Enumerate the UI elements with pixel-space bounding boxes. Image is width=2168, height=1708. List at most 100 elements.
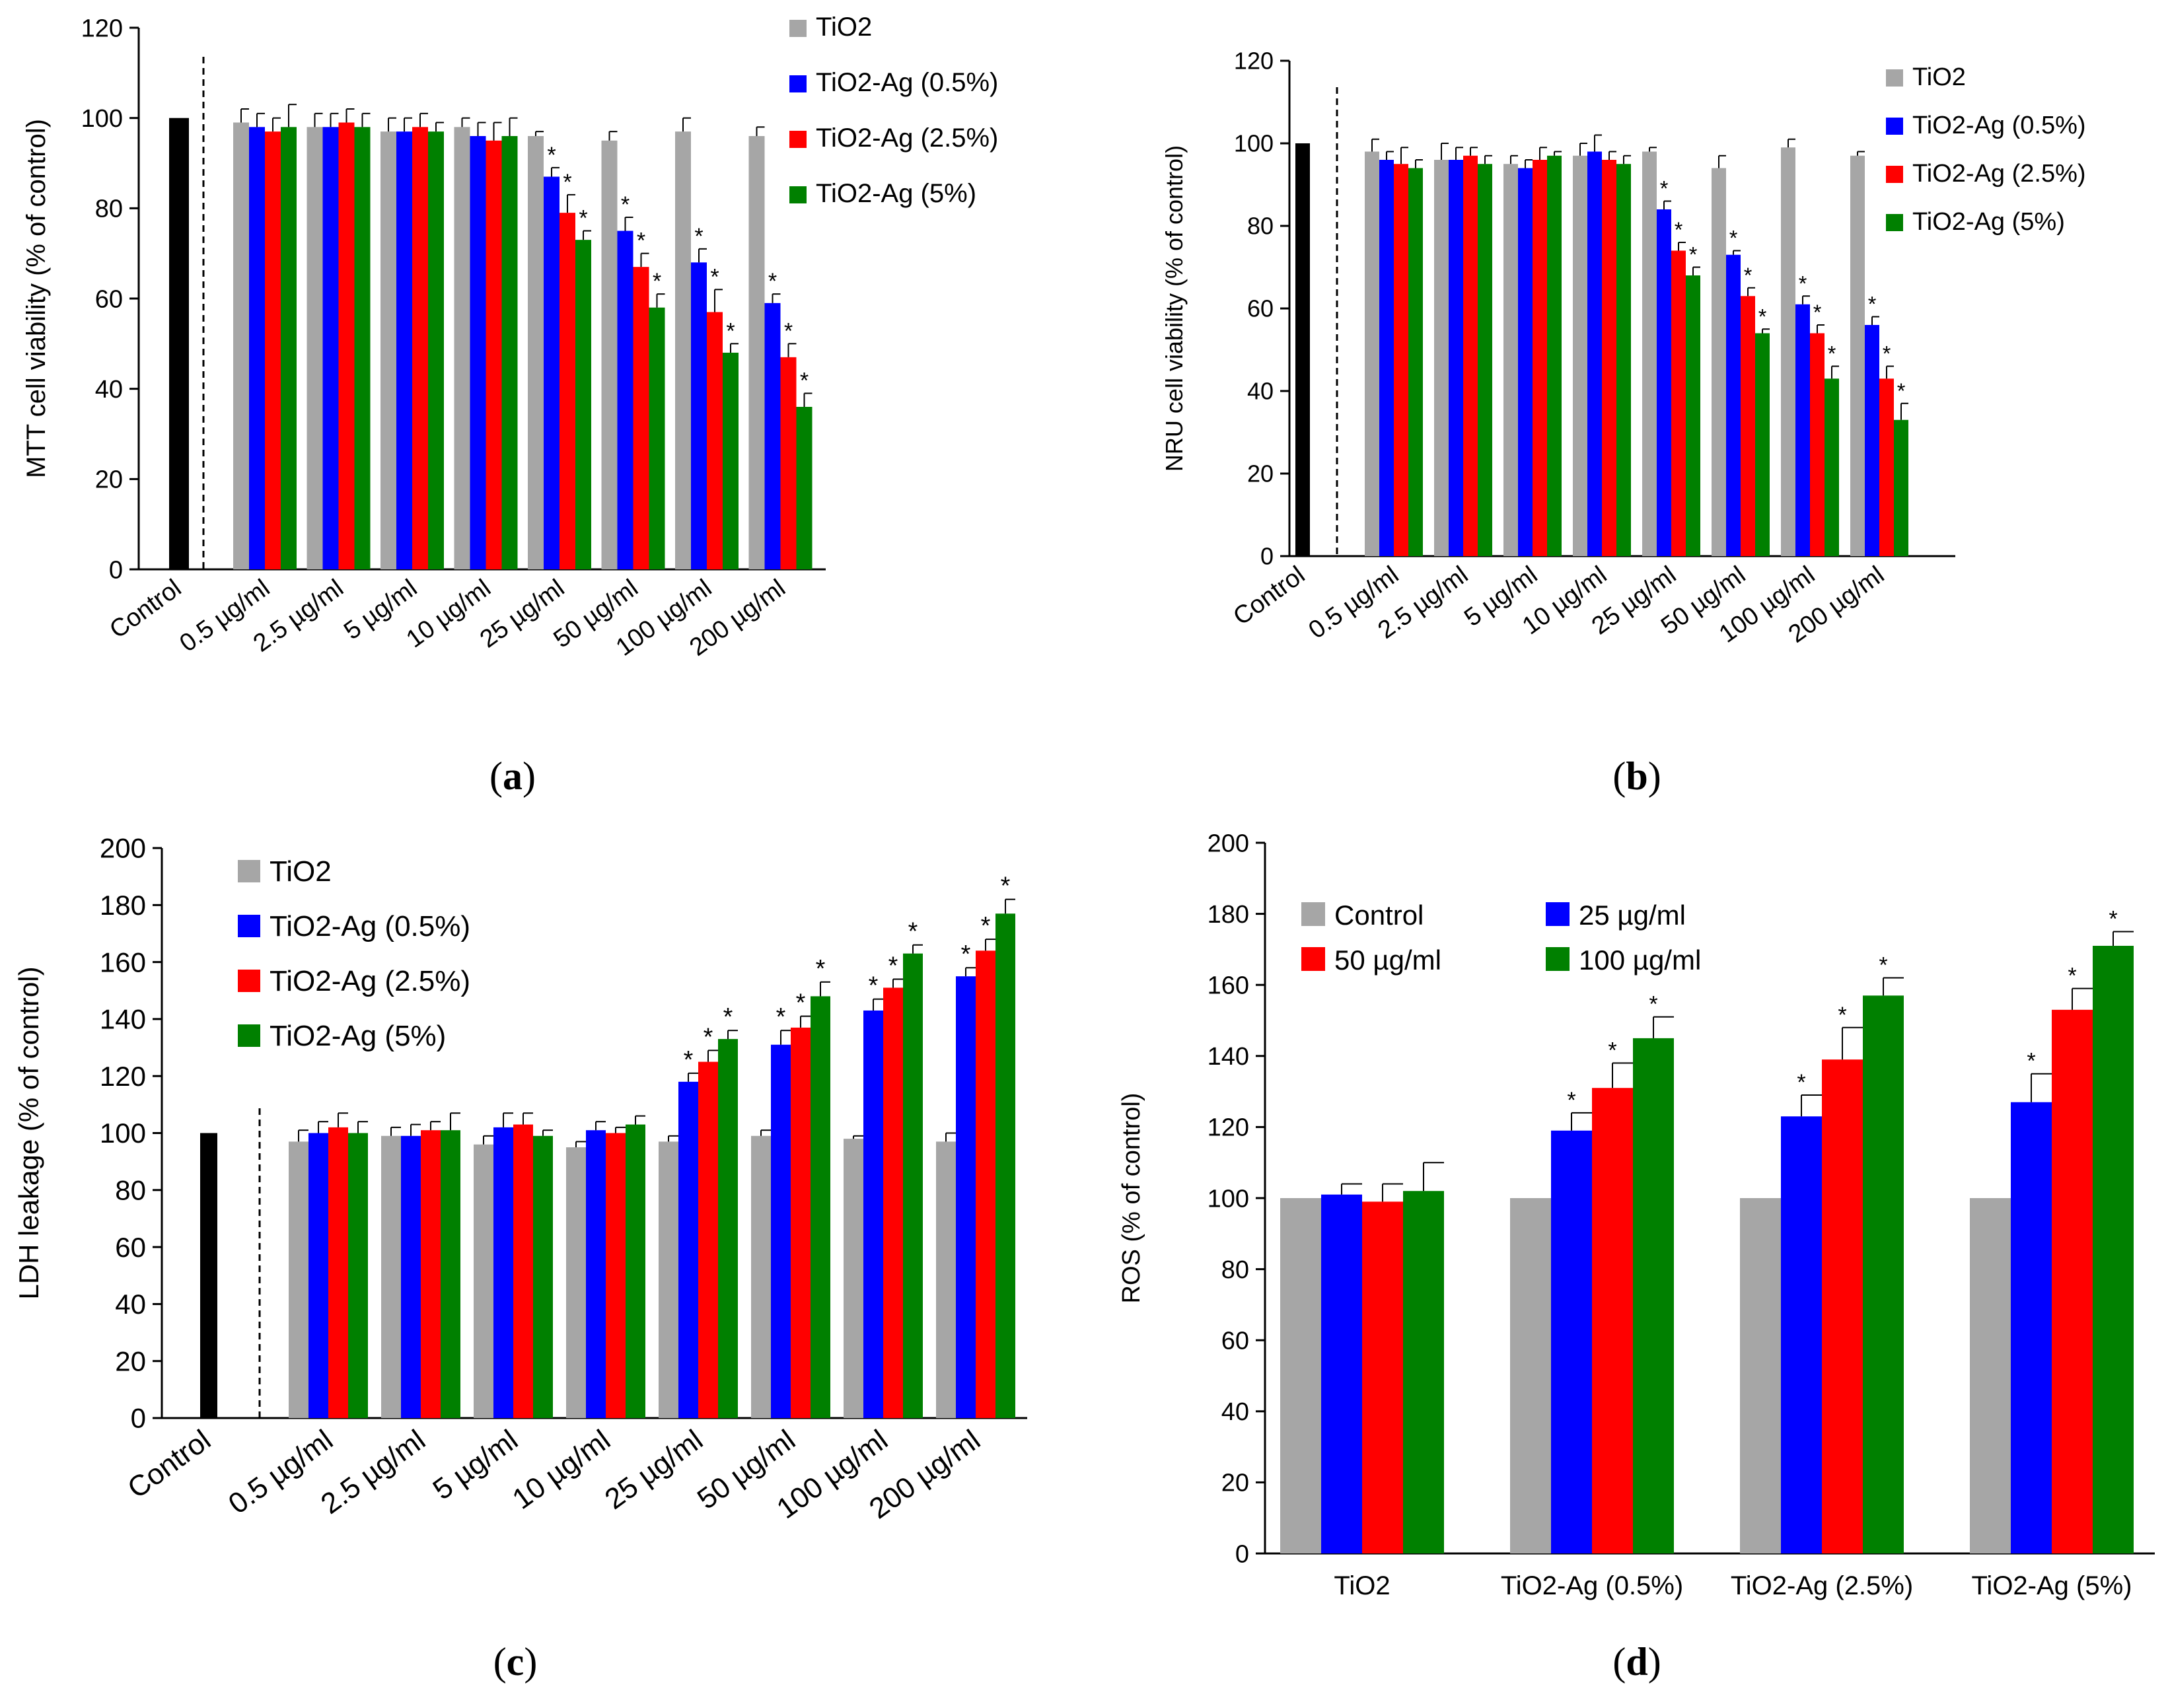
bar-a-5-1 [617, 231, 633, 569]
bar-b-3-0 [1573, 155, 1587, 556]
bar-d-3-1 [2011, 1102, 2052, 1553]
significance-star: * [800, 369, 809, 394]
significance-star: * [1649, 992, 1657, 1017]
legend-swatch [789, 20, 807, 37]
bar-c-7-0 [936, 1141, 956, 1418]
legend-swatch [238, 970, 260, 992]
y-tick-label: 200 [100, 833, 146, 864]
bar-a-6-1 [691, 262, 707, 569]
y-axis-title: LDH leakage (% of control) [13, 966, 44, 1299]
bar-c-1-3 [441, 1130, 460, 1418]
significance-star: * [2068, 964, 2076, 989]
x-tick-label: TiO2 [1334, 1571, 1390, 1600]
y-tick-label: 0 [1260, 543, 1274, 570]
legend-swatch [238, 1024, 260, 1047]
bar-c-2-3 [533, 1135, 553, 1418]
legend-label: TiO2 [270, 855, 332, 888]
legend-label: TiO2-Ag (0.5%) [816, 68, 998, 97]
bar-a-1-2 [338, 122, 355, 569]
panel-label: (c) [493, 1640, 538, 1684]
legend-label: 50 µg/ml [1334, 944, 1441, 976]
bar-d-0-1 [1321, 1194, 1362, 1553]
significance-star: * [2027, 1049, 2035, 1074]
panel-letter: b [1626, 754, 1647, 798]
bar-a-5-3 [649, 307, 665, 569]
y-tick-label: 180 [100, 890, 146, 921]
chart-panel-c: 0 20 40 60 80 100 120 140 160 180 200 LDH leakage (… [13, 833, 1027, 1684]
bar-a-7-0 [748, 136, 765, 569]
y-tick-label: 80 [95, 196, 123, 223]
x-tick-label-control: Control [104, 574, 186, 644]
panel-letter: c [507, 1640, 524, 1684]
y-tick-label: 200 [1208, 830, 1249, 857]
bar-b-2-1 [1518, 168, 1533, 556]
bar-a-6-2 [707, 312, 723, 569]
bar-b-0-2 [1394, 164, 1408, 556]
bar-c-2-0 [474, 1144, 493, 1418]
legend-swatch [1301, 947, 1325, 971]
bar-b-7-1 [1865, 325, 1879, 556]
legend-swatch [1546, 947, 1570, 971]
bar-b-2-3 [1547, 155, 1562, 556]
significance-star: * [981, 912, 991, 940]
y-tick-label: 0 [1235, 1540, 1249, 1568]
bar-b-2-0 [1503, 164, 1518, 556]
bar-b-5-1 [1726, 254, 1741, 556]
paren: ) [1648, 754, 1661, 798]
y-tick-label: 120 [1234, 48, 1274, 75]
y-tick-label: 40 [115, 1289, 146, 1320]
bar-a-3-3 [501, 136, 518, 569]
bar-c-3-2 [606, 1133, 626, 1418]
bar-b-3-1 [1587, 151, 1602, 556]
significance-star: * [796, 989, 806, 1017]
significance-star: * [1744, 264, 1752, 287]
bar-b-5-0 [1712, 168, 1726, 556]
bar-d-0-3 [1403, 1191, 1444, 1553]
bar-c-7-3 [995, 913, 1015, 1418]
bar-d-2-1 [1781, 1116, 1822, 1553]
significance-star: * [563, 170, 571, 195]
x-tick-label: 25 µg/ml [475, 574, 569, 653]
y-tick-label: 140 [100, 1004, 146, 1035]
legend-swatch [789, 131, 807, 148]
significance-star: * [1868, 293, 1877, 316]
bar-b-1-0 [1434, 160, 1449, 556]
y-axis-title: MTT cell viability (% of control) [22, 119, 51, 478]
significance-star: * [1675, 218, 1683, 242]
bar-b-4-3 [1686, 275, 1700, 556]
bar-control [1295, 143, 1310, 556]
y-axis-title: NRU cell viability (% of control) [1161, 145, 1188, 472]
bar-a-0-1 [249, 127, 265, 570]
y-tick-label: 100 [100, 1118, 146, 1149]
legend-swatch [1301, 902, 1325, 926]
legend-swatch [1886, 214, 1903, 231]
bar-b-1-2 [1463, 155, 1478, 556]
bar-a-0-0 [233, 122, 249, 569]
bar-a-1-3 [354, 127, 371, 570]
bar-b-7-0 [1850, 155, 1865, 556]
significance-star: * [1001, 872, 1011, 900]
significance-star: * [961, 941, 971, 968]
paren: ) [524, 1640, 537, 1684]
bar-b-4-0 [1642, 151, 1657, 556]
legend-label: TiO2 [816, 13, 872, 42]
chart-panel-d: 0 20 40 60 80 100 120 140 160 180 200 ROS (% of con… [1118, 830, 2155, 1684]
legend-swatch [1886, 118, 1903, 135]
legend-label: TiO2-Ag (2.5%) [270, 965, 470, 997]
x-tick-label: 2.5 µg/ml [315, 1423, 431, 1520]
x-tick-label-control: Control [122, 1423, 217, 1505]
bar-b-7-2 [1879, 378, 1894, 556]
significance-star: * [784, 318, 793, 343]
significance-star: * [776, 1003, 786, 1031]
significance-star: * [1883, 342, 1891, 366]
x-tick-label: 0.5 µg/ml [223, 1423, 339, 1520]
bar-d-3-3 [2093, 946, 2134, 1553]
significance-star: * [908, 918, 918, 946]
bar-b-5-3 [1755, 333, 1770, 556]
legend-swatch [1886, 69, 1903, 87]
y-axis-title: ROS (% of control) [1118, 1093, 1145, 1304]
significance-star: * [1660, 177, 1669, 201]
bar-d-1-1 [1551, 1130, 1592, 1553]
bar-a-7-1 [764, 302, 781, 569]
